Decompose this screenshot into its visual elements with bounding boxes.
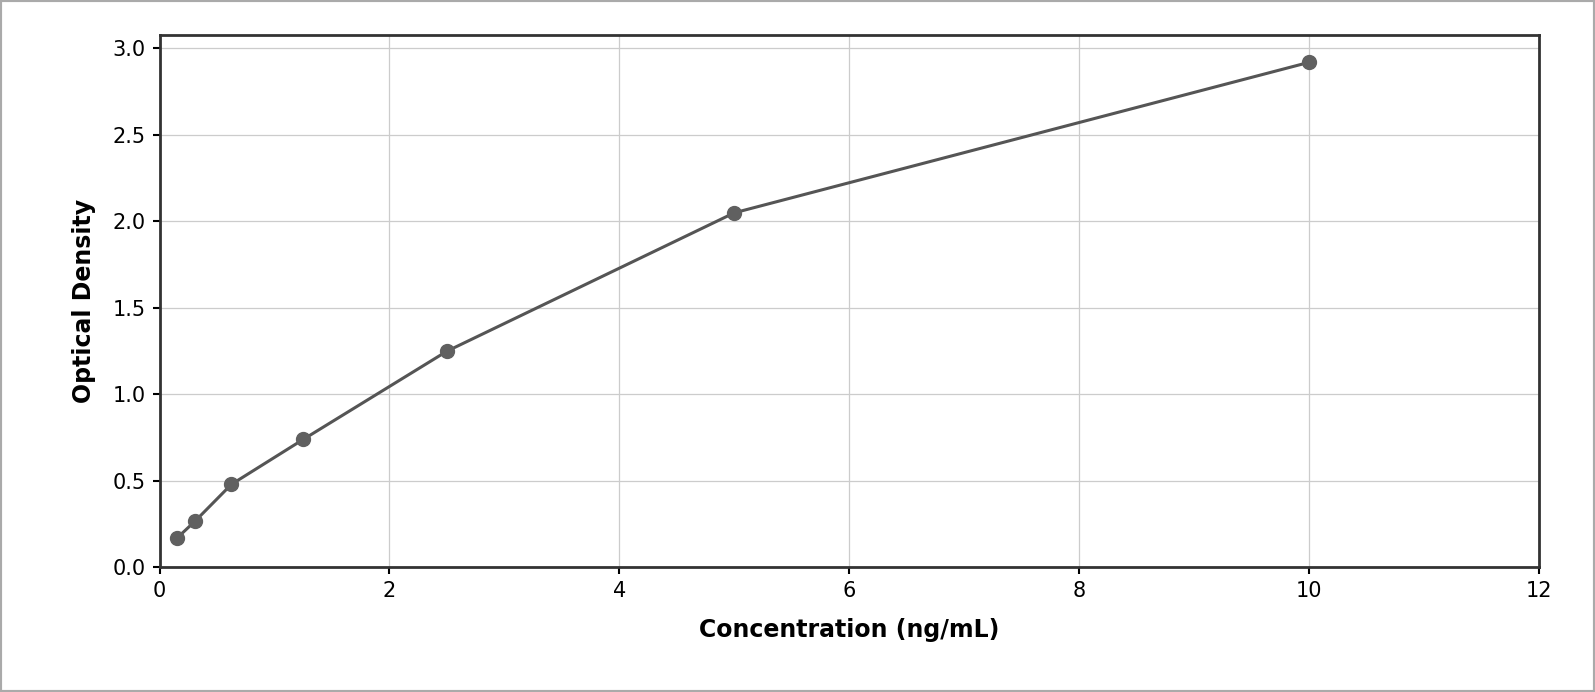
Point bbox=[1297, 57, 1322, 68]
Point bbox=[434, 346, 459, 357]
X-axis label: Concentration (ng/mL): Concentration (ng/mL) bbox=[699, 618, 1000, 642]
Point bbox=[290, 434, 316, 445]
Point bbox=[164, 532, 190, 543]
Point bbox=[721, 208, 746, 219]
Point bbox=[219, 479, 244, 490]
Y-axis label: Optical Density: Optical Density bbox=[72, 199, 96, 403]
Point bbox=[183, 516, 209, 527]
